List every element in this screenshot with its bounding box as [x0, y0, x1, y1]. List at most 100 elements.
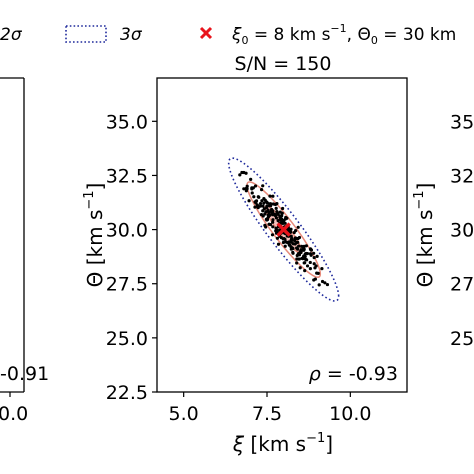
sample-point	[259, 188, 264, 192]
sample-point	[296, 240, 300, 244]
sample-point	[312, 278, 316, 282]
sample-point	[278, 210, 282, 214]
sample-point	[289, 240, 293, 244]
sample-point	[271, 218, 275, 222]
y-tick-label: 35.0	[106, 111, 148, 133]
sample-point	[301, 245, 306, 250]
sample-point	[315, 271, 319, 275]
right-panel-ytick-label: 32	[450, 165, 474, 187]
sample-point	[296, 252, 300, 256]
sample-point	[285, 216, 289, 220]
truth-marker	[276, 222, 291, 237]
sample-point	[268, 222, 273, 227]
y-tick-label: 32.5	[106, 165, 148, 187]
sample-point	[312, 262, 316, 266]
sample-point	[325, 282, 330, 287]
plot-area	[227, 157, 340, 302]
sample-point	[303, 268, 307, 273]
sample-point	[260, 199, 264, 203]
y-tick-label: 30.0	[106, 220, 148, 242]
legend-truth-label: ξ0 = 8 km s−1, Θ0 = 30 km	[231, 22, 456, 47]
right-panel-ytick-label: 25	[450, 328, 474, 350]
legend-3sigma-swatch	[65, 25, 107, 43]
sample-point	[258, 204, 263, 208]
right-panel-ytick-fragments: 35 32 30 27 25	[450, 111, 474, 350]
y-tick-label: 22.5	[106, 382, 148, 404]
right-panel: Θ [km s−1] 35 32 30 27 25	[412, 111, 474, 350]
sample-point	[313, 266, 317, 270]
sample-point	[242, 187, 246, 191]
sample-point	[257, 195, 261, 199]
center-panel: S/N = 150 5.0 7.5 10.0 22.5 25.0 27.5 30.0 32.…	[82, 53, 408, 456]
sample-point	[278, 215, 282, 219]
sample-point	[315, 254, 319, 259]
sample-point	[245, 187, 249, 191]
right-panel-ytick-label: 35	[450, 111, 474, 133]
sample-point	[276, 242, 281, 246]
sample-point	[303, 261, 307, 265]
sample-point	[312, 255, 316, 260]
truth-marker-stroke	[276, 222, 291, 237]
x-axis-label: ξ [km s−1]	[232, 431, 333, 456]
sample-point	[281, 240, 286, 245]
sample-point	[296, 225, 300, 229]
sample-point	[262, 201, 266, 205]
sample-point	[264, 225, 268, 229]
sample-point	[266, 213, 270, 217]
right-panel-ytick-label: 27	[450, 274, 474, 296]
x-axis-ticks: 5.0 7.5 10.0	[169, 392, 371, 425]
right-panel-y-axis-label: Θ [km s−1]	[412, 183, 437, 288]
sample-point	[290, 236, 294, 241]
legend-3sigma-label: 3σ	[120, 25, 143, 45]
sample-point	[268, 202, 273, 206]
sample-point	[275, 236, 279, 240]
sample-point	[295, 261, 299, 265]
sample-point	[302, 254, 306, 258]
y-tick-label: 27.5	[106, 274, 148, 296]
sample-point	[266, 216, 270, 221]
sample-point	[271, 194, 275, 198]
sample-point	[296, 237, 300, 241]
sample-point	[266, 208, 270, 213]
sample-point	[256, 206, 260, 210]
sample-point	[287, 240, 291, 244]
sample-point	[280, 219, 284, 223]
legend: 2σ 3σ ξ0 = 8 km s−1, Θ0 = 30 km	[0, 22, 456, 47]
sample-point	[271, 209, 275, 213]
sample-point	[255, 203, 259, 207]
sample-point	[320, 267, 324, 271]
center-panel-frame	[156, 77, 408, 393]
sample-point	[258, 202, 263, 206]
sample-point	[291, 246, 295, 251]
sample-point	[271, 225, 275, 229]
sample-point	[312, 251, 316, 255]
sample-point	[253, 184, 258, 188]
sample-point	[320, 279, 325, 284]
sample-point	[295, 257, 299, 261]
sample-point	[275, 209, 279, 214]
legend-truth-marker	[199, 26, 213, 40]
sample-point	[249, 177, 253, 181]
sample-point	[247, 199, 251, 203]
x-tick-label: 10.0	[329, 403, 371, 425]
sample-point	[287, 243, 291, 247]
sample-point	[323, 281, 327, 285]
sample-point	[274, 206, 278, 210]
sample-point	[308, 252, 313, 256]
sample-point	[250, 191, 254, 195]
sample-point	[281, 206, 285, 211]
sample-point	[308, 247, 313, 251]
sample-point	[254, 199, 259, 203]
left-panel: -0.91 0.0	[0, 77, 49, 425]
sample-point	[261, 214, 265, 218]
sample-point	[293, 242, 297, 246]
sample-point	[271, 220, 275, 224]
y-axis-ticks: 22.5 25.0 27.5 30.0 32.5 35.0	[106, 111, 157, 404]
posterior-samples	[238, 170, 330, 287]
sigma3-contour	[227, 157, 340, 302]
sample-point	[291, 250, 295, 254]
sample-point	[293, 237, 297, 241]
sample-point	[273, 202, 278, 207]
sample-point	[302, 248, 306, 252]
